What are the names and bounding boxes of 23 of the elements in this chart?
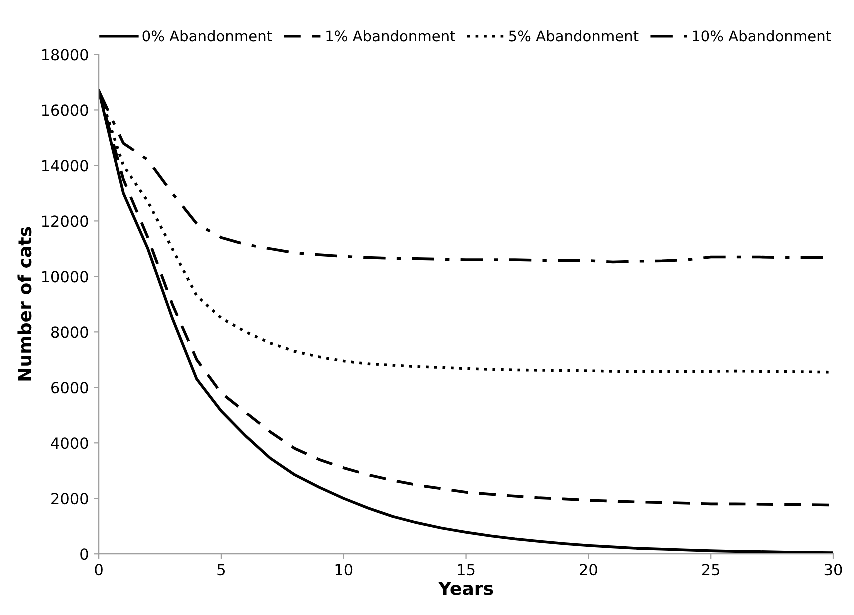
x-tick-label: 25 — [702, 564, 720, 576]
x-tick-label: 10 — [336, 564, 353, 576]
x-tick-label: 5 — [218, 564, 225, 576]
x-tick-label: 0 — [95, 564, 103, 576]
legend-label: 0% Abandonment — [142, 30, 272, 42]
y-tick-label: 12000 — [42, 216, 88, 228]
y-tick-label: 8000 — [51, 326, 88, 338]
legend-label: 5% Abandonment — [509, 30, 639, 42]
y-tick-label: 14000 — [42, 160, 88, 172]
y-axis-title: Number of cats — [18, 227, 32, 381]
legend-label: 10% Abandonment — [693, 30, 832, 42]
y-tick-label: 4000 — [51, 438, 88, 450]
y-tick-label: 10000 — [42, 271, 88, 283]
x-tick-label: 20 — [580, 564, 598, 576]
y-tick-label: 18000 — [42, 49, 88, 61]
y-tick-label: 6000 — [52, 382, 88, 394]
x-tick-label: 15 — [458, 564, 475, 576]
x-axis-title: Years — [438, 582, 494, 596]
y-tick-label: 2000 — [52, 493, 88, 505]
legend-label: 1% Abandonment — [326, 30, 456, 42]
x-tick-label: 30 — [824, 564, 842, 576]
y-tick-label: 0 — [80, 548, 88, 560]
y-tick-label: 16000 — [42, 104, 88, 116]
